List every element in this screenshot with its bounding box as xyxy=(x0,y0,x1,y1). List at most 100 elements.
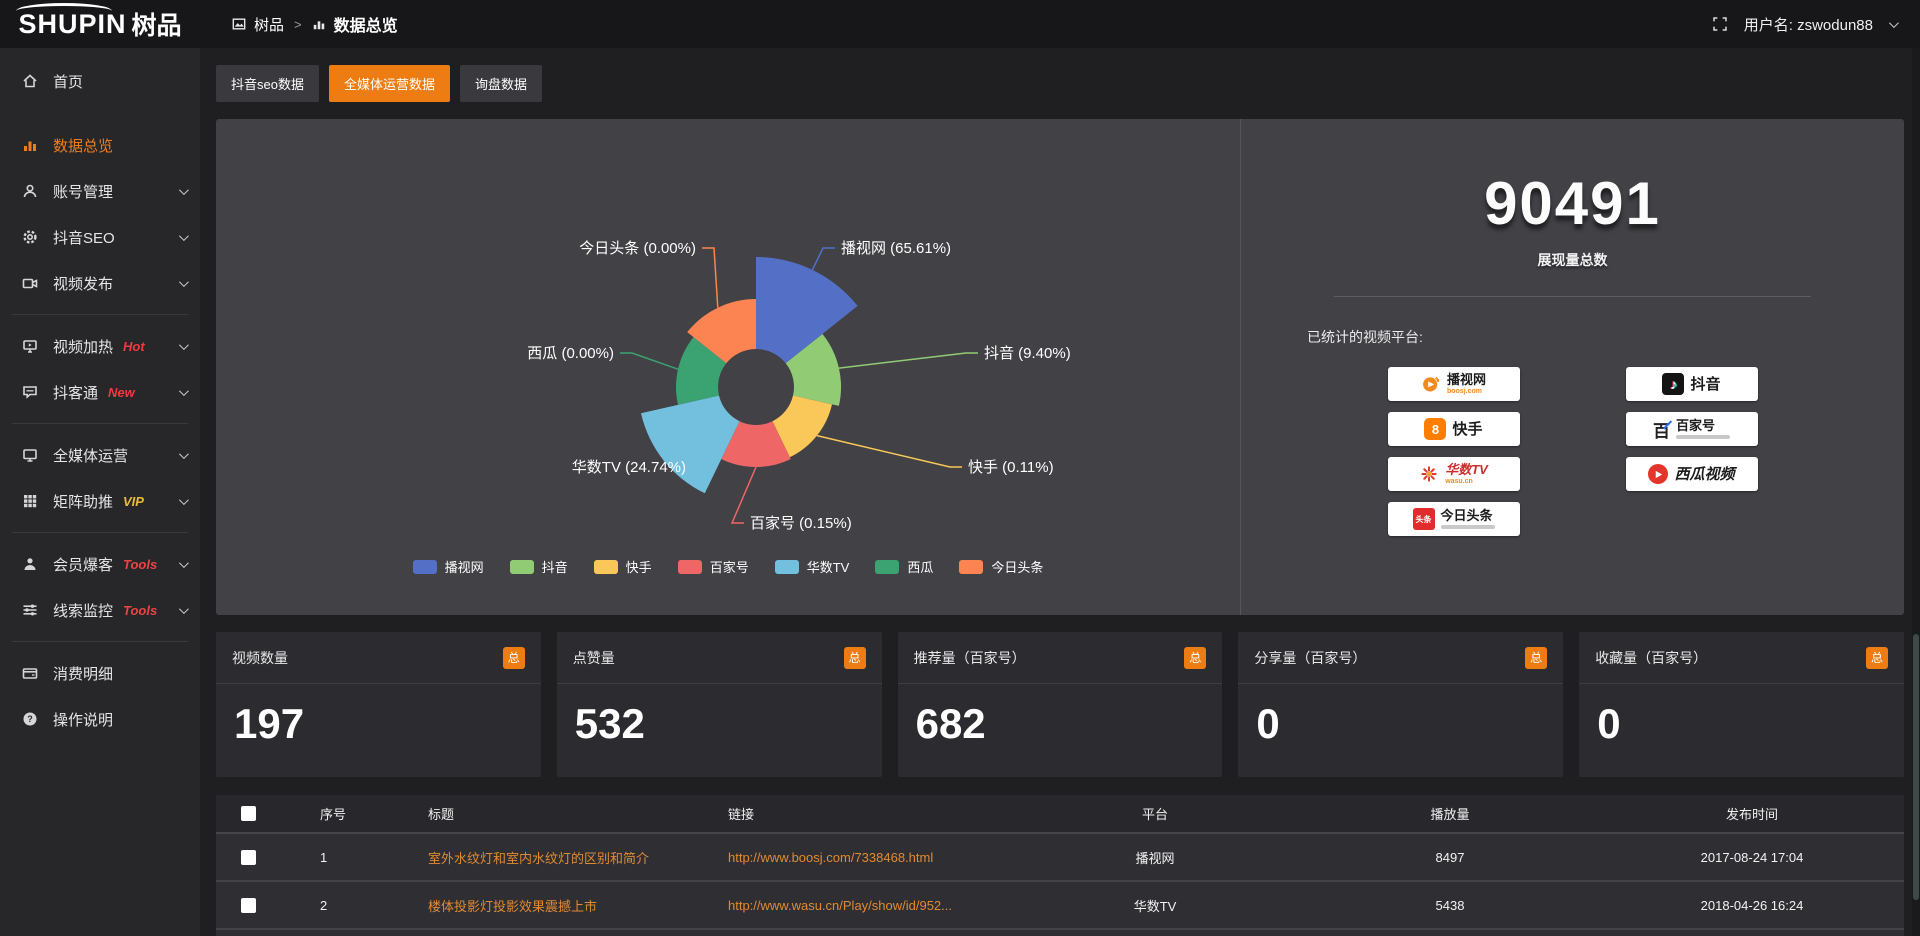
douyin-logo-icon: ♪ xyxy=(1662,373,1685,395)
username-menu[interactable]: 用户名: zswodun88 xyxy=(1743,16,1873,34)
breadcrumb-separator: > xyxy=(294,16,302,32)
total-badge[interactable]: 总 xyxy=(1525,646,1548,669)
breadcrumb: 树品 > 数据总览 xyxy=(232,12,398,36)
monitor-icon xyxy=(22,447,40,463)
sidebar-item-label: 全媒体运营 xyxy=(53,447,129,465)
total-badge[interactable]: 总 xyxy=(1184,646,1207,669)
legend-swatch xyxy=(677,559,702,574)
total-badge[interactable]: 总 xyxy=(843,646,866,669)
impressions-total-value: 90491 xyxy=(1484,170,1661,237)
legend-item[interactable]: 西瓜 xyxy=(875,557,933,576)
legend-item[interactable]: 华数TV xyxy=(774,557,849,576)
sidebar-item-label: 首页 xyxy=(53,73,84,91)
sidebar-item-media-operation[interactable]: 全媒体运营 xyxy=(0,432,200,478)
platform-badge-baijiahao: 百 百家号 xyxy=(1625,412,1758,446)
sidebar-divider xyxy=(12,314,188,315)
legend-item[interactable]: 百家号 xyxy=(677,557,749,576)
total-badge[interactable]: 总 xyxy=(1865,646,1888,669)
user-icon xyxy=(22,183,40,199)
cell-plays: 5438 xyxy=(1300,881,1600,930)
videos-table: 序号 标题 链接 平台 播放量 发布时间 1 室外水纹灯和室内水纹灯的区别和简介… xyxy=(216,795,1904,936)
cell-plays: 8497 xyxy=(1300,833,1600,882)
chevron-down-icon xyxy=(178,603,189,614)
sidebar-item-label: 操作说明 xyxy=(53,711,114,729)
help-icon: ? xyxy=(22,711,40,727)
pie-label: 华数TV (24.74%) xyxy=(572,459,686,476)
table-row: 2 楼体投影灯投影效果震撼上市 http://www.wasu.cn/Play/… xyxy=(216,881,1904,930)
breadcrumb-root[interactable]: 树品 xyxy=(254,16,285,34)
platform-badge-boosj: 播视网 boosj.com xyxy=(1387,367,1520,401)
sidebar-item-member-baoke[interactable]: 会员爆客 Tools xyxy=(0,541,200,587)
fullscreen-icon[interactable] xyxy=(1712,16,1728,32)
legend-item[interactable]: 快手 xyxy=(593,557,652,576)
stat-card-recommendations: 推荐量（百家号）总 682 xyxy=(897,632,1223,777)
chevron-down-icon[interactable] xyxy=(1888,17,1899,28)
data-tabs: 抖音seo数据 全媒体运营数据 询盘数据 xyxy=(216,65,1904,102)
pie-slice-6[interactable] xyxy=(687,299,756,364)
video-url-link[interactable]: http://www.wasu.cn/Play/show/id/952... xyxy=(728,897,952,913)
pie-label-line xyxy=(702,247,719,308)
cell-publish-time: 2018-04-26 16:24 xyxy=(1600,881,1904,930)
col-header-title: 标题 xyxy=(390,795,720,834)
pie-slice-5[interactable] xyxy=(676,337,727,405)
stat-value: 682 xyxy=(915,700,986,747)
platform-badge-wasu: 华数TV wasu.cn xyxy=(1387,457,1520,491)
topbar: SHUPIN 树品 树品 > 数据总览 用户名: zswodun88 xyxy=(0,0,1920,48)
sidebar-item-video-publish[interactable]: 视频发布 xyxy=(0,260,200,306)
stat-card-favorites: 收藏量（百家号）总 0 xyxy=(1579,632,1904,777)
pie-slice-0[interactable] xyxy=(756,257,858,364)
tab-media-operation-data[interactable]: 全媒体运营数据 xyxy=(328,65,450,102)
legend-item[interactable]: 播视网 xyxy=(412,557,484,576)
new-tag: New xyxy=(108,384,135,400)
stat-card-video-count: 视频数量总 197 xyxy=(216,632,541,777)
cell-no: 1 xyxy=(280,833,390,882)
sidebar: 首页 数据总览 账号管理 抖音SEO 视频发布 视频加热 Hot 抖客通 New… xyxy=(0,48,200,936)
sidebar-item-home[interactable]: 首页 xyxy=(0,58,200,104)
platform-badge-xigua: 西瓜视频 xyxy=(1625,457,1758,491)
sidebar-item-video-heating[interactable]: 视频加热 Hot xyxy=(0,323,200,369)
sidebar-item-doukertong[interactable]: 抖客通 New xyxy=(0,369,200,415)
legend-item[interactable]: 抖音 xyxy=(509,557,568,576)
chevron-down-icon xyxy=(178,184,189,195)
pie-label-line xyxy=(730,466,757,524)
pie-slice-2[interactable] xyxy=(772,395,833,458)
sidebar-item-douyin-seo[interactable]: 抖音SEO xyxy=(0,214,200,260)
xigua-logo-icon xyxy=(1648,464,1669,484)
pie-slice-3[interactable] xyxy=(721,421,791,468)
sidebar-item-account-management[interactable]: 账号管理 xyxy=(0,168,200,214)
kuaishou-logo-icon: 8 xyxy=(1424,418,1447,440)
chevron-down-icon xyxy=(178,339,189,350)
row-checkbox[interactable] xyxy=(240,897,256,913)
select-all-checkbox[interactable] xyxy=(240,806,256,821)
scrollbar-thumb[interactable] xyxy=(1913,634,1919,901)
video-title-link[interactable]: 室外水纹灯和室内水纹灯的区别和简介 xyxy=(428,850,650,866)
vip-tag: VIP xyxy=(123,493,144,509)
home-icon xyxy=(22,73,40,89)
legend-swatch xyxy=(412,559,437,574)
total-badge[interactable]: 总 xyxy=(502,646,525,669)
sidebar-item-operation-guide[interactable]: ? 操作说明 xyxy=(0,696,200,742)
pie-label-line xyxy=(811,247,835,271)
legend-item[interactable]: 今日头条 xyxy=(959,557,1043,576)
page-scrollbar[interactable] xyxy=(1912,48,1920,936)
logo-text-cn: 树品 xyxy=(131,12,182,40)
sidebar-item-label: 账号管理 xyxy=(53,183,114,201)
pie-slice-1[interactable] xyxy=(785,334,842,406)
page-title: 数据总览 xyxy=(333,18,398,35)
video-title-link[interactable]: 楼体投影灯投影效果震撼上市 xyxy=(428,898,598,914)
pie-label: 快手 (0.11%) xyxy=(968,459,1054,476)
pie-slice-4[interactable] xyxy=(641,395,740,494)
tab-douyin-seo-data[interactable]: 抖音seo数据 xyxy=(216,65,319,102)
tools-tag: Tools xyxy=(123,602,158,618)
sidebar-item-label: 线索监控 xyxy=(53,602,114,620)
wasu-logo-icon xyxy=(1419,464,1439,484)
legend-swatch xyxy=(774,559,799,574)
video-url-link[interactable]: http://www.boosj.com/7338468.html xyxy=(728,849,934,865)
toutiao-logo-icon: 头条 xyxy=(1412,508,1435,530)
row-checkbox[interactable] xyxy=(240,849,256,865)
tab-inquiry-data[interactable]: 询盘数据 xyxy=(459,65,542,102)
sidebar-item-clue-monitor[interactable]: 线索监控 Tools xyxy=(0,587,200,633)
sidebar-item-data-overview[interactable]: 数据总览 xyxy=(0,122,200,168)
sidebar-item-consumption-detail[interactable]: 消费明细 xyxy=(0,650,200,696)
sidebar-item-matrix-boost[interactable]: 矩阵助推 VIP xyxy=(0,478,200,524)
